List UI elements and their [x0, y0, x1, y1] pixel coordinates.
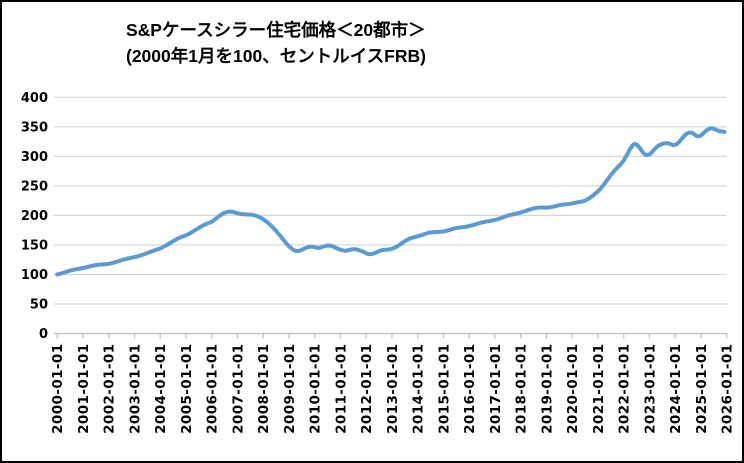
- x-axis-label: 2004-01-01: [153, 344, 169, 434]
- y-axis-label: 150: [21, 238, 48, 253]
- x-axis-label: 2008-01-01: [256, 344, 272, 434]
- x-axis-label: 2016-01-01: [462, 344, 478, 434]
- x-axis-label: 2021-01-01: [591, 344, 607, 434]
- x-axis-label: 2018-01-01: [514, 344, 530, 434]
- chart-title: S&Pケースシラー住宅価格＜20都市＞ (2000年1月を100、セントルイスF…: [126, 17, 426, 69]
- x-axis-label: 2020-01-01: [565, 344, 581, 434]
- chart-title-line-2: (2000年1月を100、セントルイスFRB): [126, 46, 426, 66]
- x-axis-label: 2000-01-01: [50, 344, 66, 434]
- x-axis-label: 2022-01-01: [617, 344, 633, 434]
- x-axis-label: 2001-01-01: [76, 344, 92, 434]
- x-axis-label: 2012-01-01: [359, 344, 375, 434]
- x-axis-label: 2013-01-01: [385, 344, 401, 434]
- x-axis-label: 2010-01-01: [308, 344, 324, 434]
- y-axis-label: 50: [30, 297, 48, 312]
- x-axis-label: 2024-01-01: [668, 344, 684, 434]
- x-axis-label: 2009-01-01: [282, 344, 298, 434]
- x-axis-label: 2007-01-01: [230, 344, 246, 434]
- x-axis-label: 2014-01-01: [411, 344, 427, 434]
- x-axis-label: 2023-01-01: [642, 344, 658, 434]
- price-line: [55, 126, 727, 277]
- y-axis-label: 400: [21, 91, 48, 106]
- y-axis-label: 200: [21, 209, 48, 224]
- x-axis-label: 2026-01-01: [720, 344, 736, 434]
- chart-title-line-1: S&Pケースシラー住宅価格＜20都市＞: [126, 20, 426, 40]
- x-axis-label: 2017-01-01: [488, 344, 504, 434]
- x-axis-label: 2006-01-01: [205, 344, 221, 434]
- x-axis-label: 2005-01-01: [179, 344, 195, 434]
- x-axis-label: 2019-01-01: [539, 344, 555, 434]
- y-axis-label: 0: [39, 327, 48, 342]
- x-axis-label: 2003-01-01: [127, 344, 143, 434]
- y-axis-label: 300: [21, 150, 48, 165]
- x-axis-label: 2011-01-01: [333, 344, 349, 434]
- x-axis-label: 2002-01-01: [102, 344, 118, 434]
- x-axis-label: 2015-01-01: [436, 344, 452, 434]
- x-axis-label: 2025-01-01: [694, 344, 710, 434]
- y-axis-label: 250: [21, 179, 48, 194]
- y-axis-label: 350: [21, 120, 48, 135]
- y-axis-label: 100: [21, 268, 48, 283]
